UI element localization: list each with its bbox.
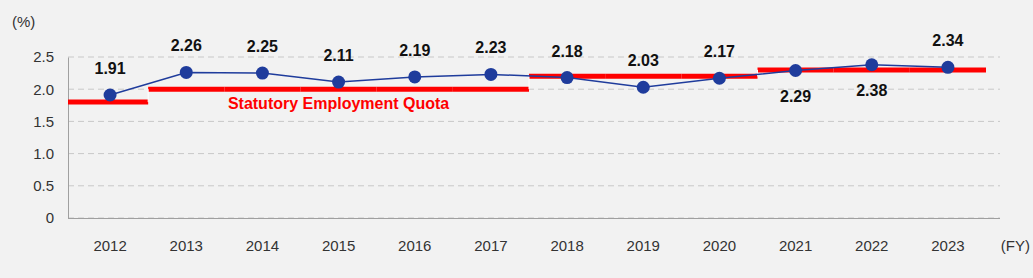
data-label: 2.34 bbox=[932, 32, 963, 49]
rate-point bbox=[865, 58, 878, 71]
x-tick-label: 2016 bbox=[398, 237, 431, 254]
x-tick-label: 2023 bbox=[931, 237, 964, 254]
chart: 0 0.5 1.0 1.5 2.0 2.5 2012 2013 2014 2015 2016 2017… bbox=[0, 0, 1033, 278]
grid-line bbox=[68, 57, 1000, 58]
rate-point bbox=[713, 72, 726, 85]
rate-point bbox=[484, 68, 497, 81]
grid-line bbox=[68, 218, 1000, 219]
x-tick-label: 2018 bbox=[550, 237, 583, 254]
plot-area bbox=[68, 58, 986, 102]
rate-point bbox=[104, 88, 117, 101]
x-tick: 2023 bbox=[931, 218, 964, 254]
y-tick: 0 bbox=[46, 209, 68, 226]
x-tick-label: 2022 bbox=[855, 237, 888, 254]
data-label: 2.18 bbox=[552, 43, 583, 60]
grid-line bbox=[68, 153, 1000, 154]
y-tick: 1.0 bbox=[33, 145, 68, 162]
y-axis-line bbox=[68, 58, 69, 219]
rate-point bbox=[637, 81, 650, 94]
x-tick: 2022 bbox=[855, 218, 888, 254]
rate-point bbox=[941, 61, 954, 74]
x-tick: 2012 bbox=[93, 218, 126, 254]
step-connector bbox=[529, 76, 530, 89]
rate-point bbox=[408, 70, 421, 83]
x-tick: 2021 bbox=[779, 218, 812, 254]
data-label: 2.19 bbox=[399, 42, 430, 59]
data-label: 1.91 bbox=[95, 60, 126, 77]
x-tick-label: 2014 bbox=[246, 237, 279, 254]
y-axis-title: (%) bbox=[12, 13, 35, 30]
step-series bbox=[68, 70, 986, 102]
rate-point bbox=[256, 67, 269, 80]
x-tick-label: 2019 bbox=[627, 237, 660, 254]
quota-segment bbox=[377, 87, 453, 92]
y-tick-label: 2.0 bbox=[33, 81, 54, 98]
data-label: 2.26 bbox=[171, 37, 202, 54]
grid-line bbox=[68, 121, 1000, 122]
quota-segment bbox=[148, 87, 224, 92]
rate-line bbox=[110, 65, 948, 95]
y-tick-label: 1.5 bbox=[33, 113, 54, 130]
x-axis-title: (FY) bbox=[1001, 237, 1030, 254]
y-tick: 2.0 bbox=[33, 81, 68, 98]
step-connector bbox=[148, 89, 149, 102]
x-axis: 2012 2013 2014 2015 2016 2017 2018 2019 2020 2021… bbox=[68, 218, 1000, 254]
x-tick-label: 2012 bbox=[93, 237, 126, 254]
data-label: 2.25 bbox=[247, 38, 278, 55]
series-label: Statutory Employment Quota bbox=[228, 95, 449, 112]
y-tick: 0.5 bbox=[33, 177, 68, 194]
x-tick: 2017 bbox=[474, 218, 507, 254]
x-tick-label: 2020 bbox=[703, 237, 736, 254]
x-tick: 2015 bbox=[322, 218, 355, 254]
rate-point bbox=[332, 76, 345, 89]
x-axis-line bbox=[68, 218, 1000, 219]
x-tick: 2013 bbox=[170, 218, 203, 254]
grid-line bbox=[68, 185, 1000, 186]
x-tick-label: 2015 bbox=[322, 237, 355, 254]
quota-segment bbox=[605, 74, 681, 79]
y-tick-label: 0.5 bbox=[33, 177, 54, 194]
x-tick: 2020 bbox=[703, 218, 736, 254]
quota-segment bbox=[224, 87, 300, 92]
y-tick: 2.5 bbox=[33, 48, 68, 65]
x-tick: 2019 bbox=[627, 218, 660, 254]
y-tick: 1.5 bbox=[33, 113, 68, 130]
x-tick: 2016 bbox=[398, 218, 431, 254]
data-label: 2.17 bbox=[704, 43, 735, 60]
y-tick-label: 0 bbox=[46, 209, 54, 226]
rate-point bbox=[561, 71, 574, 84]
x-tick-label: 2017 bbox=[474, 237, 507, 254]
y-axis: 0 0.5 1.0 1.5 2.0 2.5 bbox=[33, 48, 68, 226]
data-label: 2.11 bbox=[323, 47, 353, 64]
data-label: 2.23 bbox=[475, 39, 506, 56]
x-tick-label: 2013 bbox=[170, 237, 203, 254]
annotations: Statutory Employment Quota 1.91 2.26 2.25 2.… bbox=[95, 32, 964, 112]
step-connector bbox=[757, 70, 758, 76]
rate-point bbox=[789, 64, 802, 77]
x-tick: 2018 bbox=[550, 218, 583, 254]
x-tick: 2014 bbox=[246, 218, 279, 254]
data-label: 2.03 bbox=[628, 52, 659, 69]
data-label: 2.29 bbox=[780, 88, 811, 105]
quota-segment bbox=[453, 87, 529, 92]
background bbox=[0, 0, 1033, 278]
grid bbox=[68, 57, 1000, 218]
x-tick-label: 2021 bbox=[779, 237, 812, 254]
data-label: 2.38 bbox=[856, 82, 887, 99]
y-tick-label: 2.5 bbox=[33, 48, 54, 65]
rate-point bbox=[180, 66, 193, 79]
y-tick-label: 1.0 bbox=[33, 145, 54, 162]
